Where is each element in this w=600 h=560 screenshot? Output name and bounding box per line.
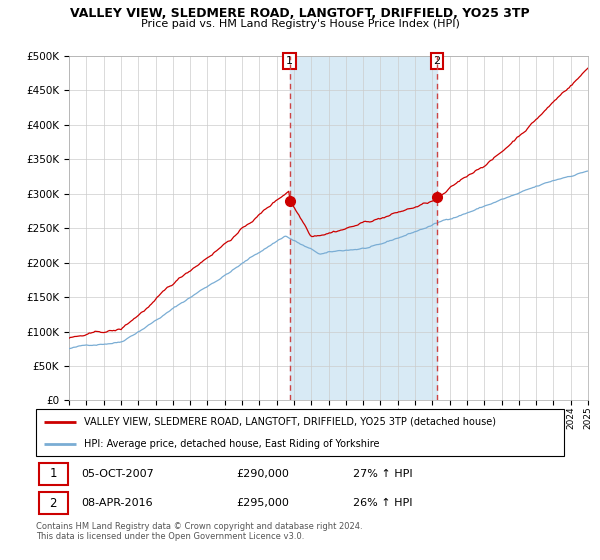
- FancyBboxPatch shape: [38, 492, 68, 515]
- Text: 2: 2: [433, 56, 440, 66]
- Bar: [290, 56, 437, 400]
- Text: £290,000: £290,000: [236, 469, 290, 479]
- Text: VALLEY VIEW, SLEDMERE ROAD, LANGTOFT, DRIFFIELD, YO25 3TP: VALLEY VIEW, SLEDMERE ROAD, LANGTOFT, DR…: [70, 7, 530, 20]
- Text: 08-APR-2016: 08-APR-2016: [81, 498, 152, 508]
- Text: 1: 1: [286, 56, 293, 66]
- Text: £295,000: £295,000: [236, 498, 290, 508]
- Text: 26% ↑ HPI: 26% ↑ HPI: [353, 498, 412, 508]
- Text: 05-OCT-2007: 05-OCT-2007: [81, 469, 154, 479]
- Text: Contains HM Land Registry data © Crown copyright and database right 2024.
This d: Contains HM Land Registry data © Crown c…: [36, 522, 362, 542]
- Text: 2: 2: [49, 497, 57, 510]
- Text: 27% ↑ HPI: 27% ↑ HPI: [353, 469, 412, 479]
- FancyBboxPatch shape: [38, 463, 68, 485]
- Text: VALLEY VIEW, SLEDMERE ROAD, LANGTOFT, DRIFFIELD, YO25 3TP (detached house): VALLEY VIEW, SLEDMERE ROAD, LANGTOFT, DR…: [83, 417, 496, 427]
- Text: Price paid vs. HM Land Registry's House Price Index (HPI): Price paid vs. HM Land Registry's House …: [140, 19, 460, 29]
- Text: HPI: Average price, detached house, East Riding of Yorkshire: HPI: Average price, detached house, East…: [83, 438, 379, 449]
- Text: 1: 1: [49, 468, 57, 480]
- FancyBboxPatch shape: [36, 409, 564, 456]
